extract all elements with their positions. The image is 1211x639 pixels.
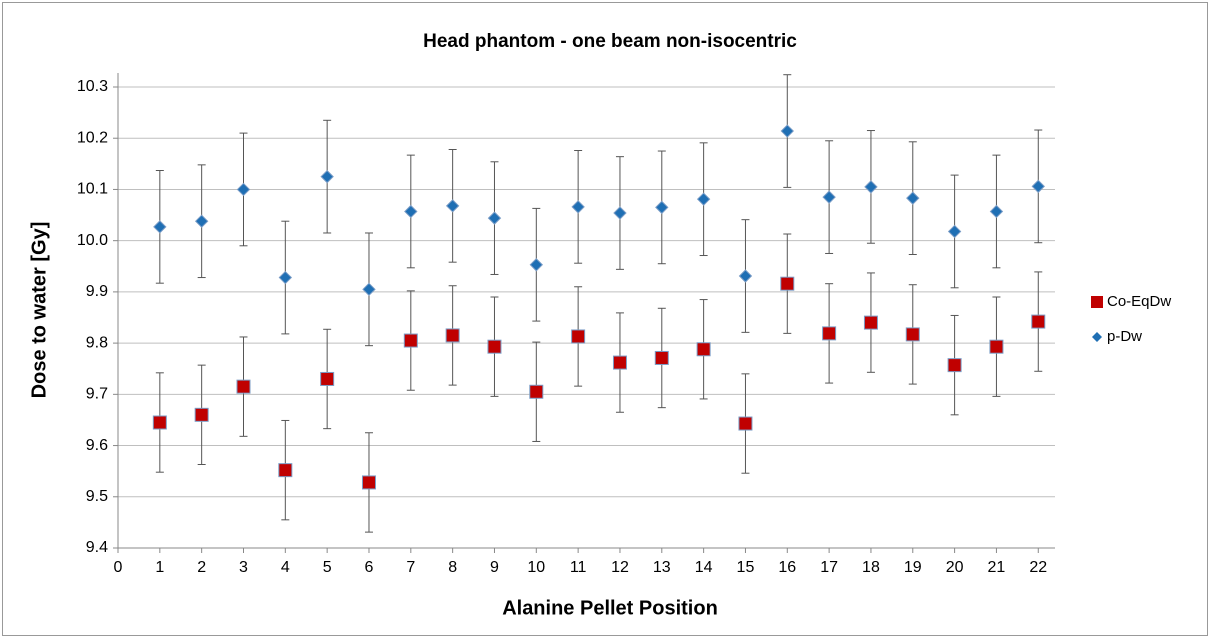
x-tick-label: 6 <box>365 559 374 576</box>
point <box>780 124 794 138</box>
y-tick-label: 9.7 <box>86 386 108 403</box>
point <box>487 211 502 225</box>
point <box>445 199 460 213</box>
x-tick-label: 8 <box>448 559 457 576</box>
x-tick-label: 17 <box>820 559 838 576</box>
point <box>613 206 627 220</box>
point <box>906 191 920 205</box>
y-tick-label: 9.9 <box>86 283 108 300</box>
point <box>152 415 167 430</box>
y-axis-label: Dose to water [Gy] <box>28 222 50 399</box>
y-tick-label: 10.2 <box>77 129 108 146</box>
chart-title: Head phantom - one beam non-isocentric <box>423 31 797 52</box>
legend-label: p-Dw <box>1107 328 1142 345</box>
point <box>194 407 209 422</box>
point <box>320 169 334 184</box>
point <box>529 258 544 272</box>
legend-label: Co-EqDw <box>1107 293 1171 310</box>
x-tick-label: 14 <box>695 559 713 576</box>
point <box>529 384 544 399</box>
point <box>822 190 836 204</box>
y-tick-label: 9.8 <box>86 334 108 351</box>
x-tick-label: 15 <box>737 559 755 576</box>
point <box>153 220 167 234</box>
x-tick-label: 9 <box>490 559 499 576</box>
y-tick-label: 9.5 <box>86 488 108 505</box>
legend-marker <box>1092 332 1102 342</box>
point <box>947 358 962 373</box>
x-tick-label: 18 <box>862 559 880 576</box>
point <box>361 475 376 490</box>
point <box>1031 314 1046 329</box>
point <box>404 204 418 219</box>
point <box>947 224 962 239</box>
point <box>654 350 669 365</box>
x-tick-label: 13 <box>653 559 671 576</box>
y-tick-label: 9.6 <box>86 437 108 454</box>
point <box>487 339 502 354</box>
point <box>320 371 335 386</box>
point <box>738 416 753 431</box>
y-tick-label: 10.0 <box>77 232 108 249</box>
x-tick-label: 0 <box>114 559 123 576</box>
point <box>571 200 585 214</box>
y-tick-label: 9.4 <box>86 539 108 556</box>
point <box>612 355 627 370</box>
point <box>362 282 376 297</box>
x-axis-label: Alanine Pellet Position <box>502 597 718 619</box>
x-tick-label: 5 <box>323 559 332 576</box>
point <box>738 269 753 283</box>
point <box>905 327 920 342</box>
point <box>571 329 586 344</box>
y-tick-label: 10.3 <box>77 78 108 95</box>
x-tick-label: 16 <box>778 559 796 576</box>
point <box>1031 179 1045 194</box>
point <box>864 180 878 194</box>
point <box>863 315 878 330</box>
point <box>822 326 837 341</box>
point <box>655 200 669 215</box>
point <box>403 333 418 348</box>
x-tick-label: 3 <box>239 559 248 576</box>
point <box>236 182 251 197</box>
x-tick-label: 1 <box>155 559 164 576</box>
x-tick-label: 2 <box>197 559 206 576</box>
x-tick-label: 20 <box>946 559 964 576</box>
point <box>780 276 795 291</box>
point <box>696 192 711 206</box>
point <box>989 204 1004 219</box>
x-tick-label: 4 <box>281 559 290 576</box>
point <box>696 342 711 357</box>
point <box>445 328 460 343</box>
x-tick-label: 7 <box>406 559 415 576</box>
point <box>194 214 209 228</box>
x-tick-label: 21 <box>988 559 1006 576</box>
y-tick-label: 10.1 <box>77 181 108 198</box>
x-tick-label: 19 <box>904 559 922 576</box>
point <box>236 379 251 394</box>
x-tick-label: 22 <box>1029 559 1047 576</box>
point <box>989 339 1004 354</box>
x-tick-label: 12 <box>611 559 629 576</box>
point <box>278 463 293 478</box>
point <box>278 270 293 285</box>
x-tick-label: 10 <box>527 559 545 576</box>
x-tick-label: 11 <box>570 559 587 576</box>
legend-marker <box>1091 296 1103 308</box>
